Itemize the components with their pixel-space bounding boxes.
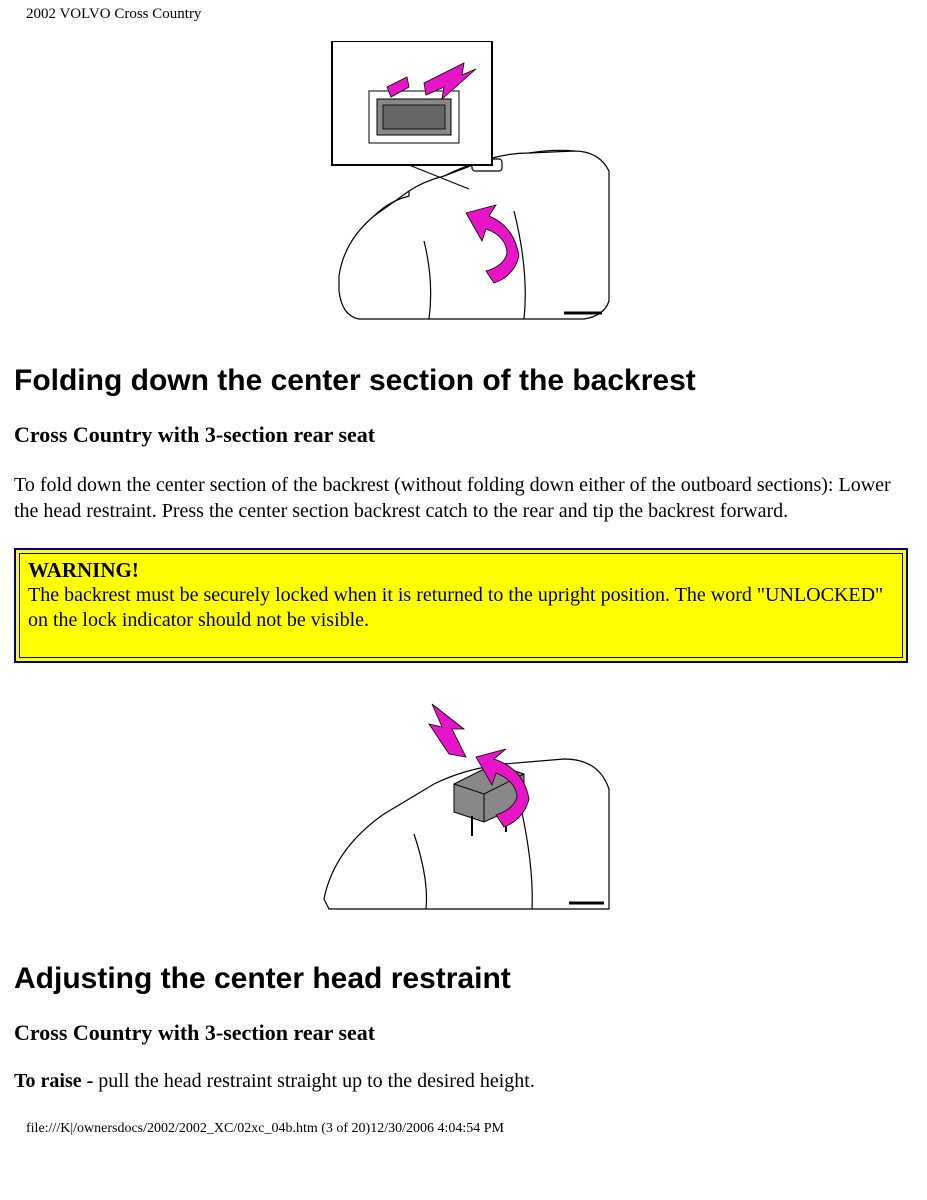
instruction-label: To raise - xyxy=(14,1070,98,1092)
arrow-raise-up-icon xyxy=(429,704,466,757)
page-footer: file:///K|/ownersdocs/2002/2002_XC/02xc_… xyxy=(0,1121,927,1145)
section2-heading: Adjusting the center head restraint xyxy=(14,962,913,996)
diagram-head-restraint xyxy=(314,699,614,929)
instruction-text: pull the head restraint straight up to t… xyxy=(98,1070,535,1092)
section1-heading: Folding down the center section of the b… xyxy=(14,364,913,398)
section2-instruction: To raise - pull the head restraint strai… xyxy=(14,1070,913,1093)
diagram-folding-backrest xyxy=(314,41,614,331)
section1-subheading: Cross Country with 3-section rear seat xyxy=(14,422,913,448)
warning-box: WARNING! The backrest must be securely l… xyxy=(14,548,908,663)
figure-folding-backrest xyxy=(14,41,913,336)
warning-title: WARNING! xyxy=(28,558,139,582)
page-header-title: 2002 VOLVO Cross Country xyxy=(0,0,927,23)
section2-subheading: Cross Country with 3-section rear seat xyxy=(14,1020,913,1046)
figure-head-restraint xyxy=(14,699,913,934)
section1-paragraph: To fold down the center section of the b… xyxy=(14,472,913,524)
warning-body: The backrest must be securely locked whe… xyxy=(28,584,883,631)
